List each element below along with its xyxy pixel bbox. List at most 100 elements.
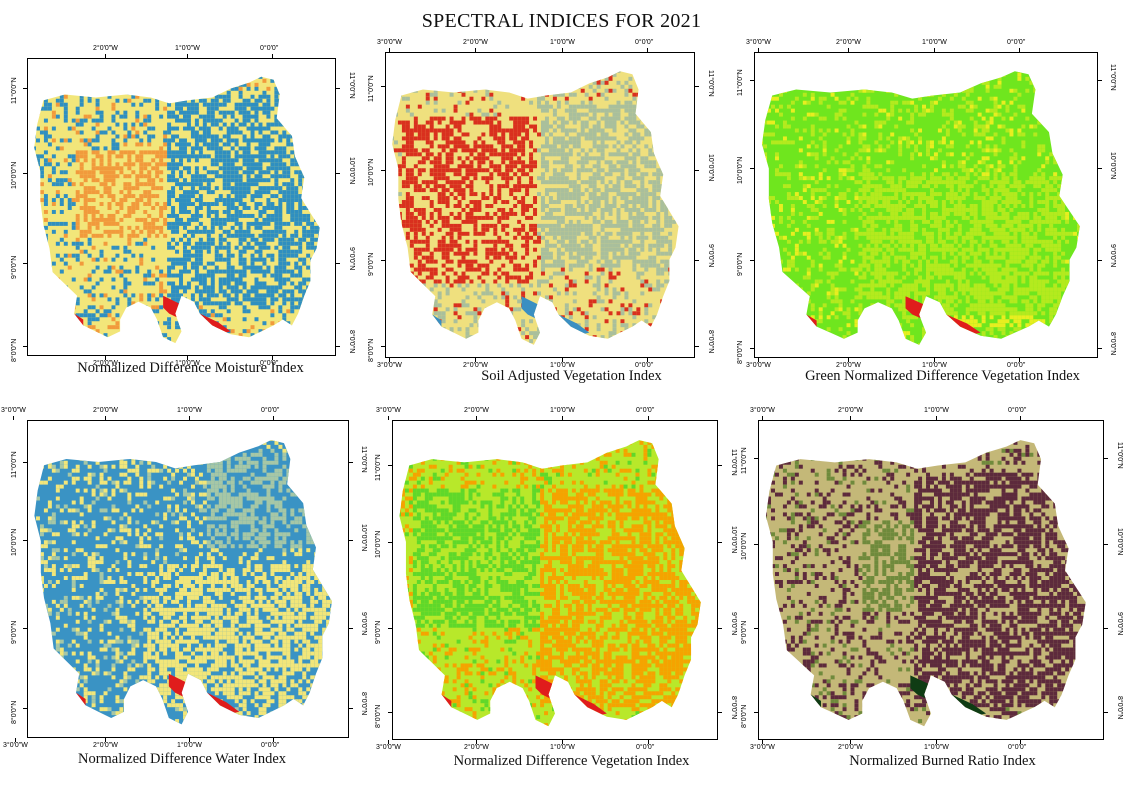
longitude-label-top: 2°0'0"W: [464, 407, 489, 414]
latitude-label-right: 9°0'0"N: [730, 612, 737, 636]
map-caption: Green Normalized Difference Vegetation I…: [805, 368, 1080, 384]
tick-mark: [476, 740, 477, 744]
tick-mark: [1020, 740, 1021, 744]
tick-mark: [23, 263, 27, 264]
longitude-label-top: 0°0'0": [260, 45, 279, 52]
latitude-label-left: 10°0'0"N: [375, 530, 382, 558]
latitude-label-left: 8°0'0"N: [11, 700, 18, 724]
tick-mark: [189, 738, 190, 742]
tick-mark: [848, 358, 849, 362]
tick-mark: [23, 628, 27, 629]
tick-mark: [105, 416, 106, 420]
tick-mark: [23, 540, 27, 541]
tick-mark: [1104, 712, 1108, 713]
longitude-label-top: 0°0'0": [636, 407, 655, 414]
longitude-label-bottom: 1°0'0"W: [550, 744, 575, 751]
tick-mark: [105, 54, 106, 58]
latitude-label-left: 9°0'0"N: [368, 252, 375, 276]
tick-mark: [695, 346, 699, 347]
tick-mark: [718, 712, 722, 713]
tick-mark: [105, 738, 106, 742]
latitude-label-left: 10°0'0"N: [368, 158, 375, 186]
tick-mark: [718, 465, 722, 466]
tick-mark: [349, 462, 353, 463]
tick-mark: [389, 48, 390, 52]
latitude-label-right: 8°0'0"N: [1109, 332, 1116, 356]
map-frame[interactable]: [27, 58, 336, 356]
tick-mark: [934, 48, 935, 52]
raster-map: [392, 71, 679, 345]
latitude-label-right: 10°0'0"N: [1109, 152, 1116, 180]
map-frame[interactable]: [758, 420, 1104, 740]
raster-cells: [392, 71, 679, 345]
longitude-label-bottom: 0°0'0": [261, 742, 280, 749]
longitude-label-bottom: 1°0'0"W: [924, 744, 949, 751]
latitude-label-left: 11°0'0"N: [741, 447, 748, 474]
tick-mark: [647, 358, 648, 362]
longitude-label-bottom: 1°0'0"W: [550, 362, 575, 369]
tick-mark: [1104, 628, 1108, 629]
tick-mark: [23, 88, 27, 89]
latitude-label-right: 8°0'0"N: [348, 330, 355, 354]
map-frame[interactable]: [754, 52, 1098, 358]
tick-mark: [562, 416, 563, 420]
latitude-label-right: 11°0'0"N: [1109, 64, 1116, 91]
longitude-label-bottom: 0°0'0": [260, 360, 279, 367]
tick-mark: [476, 416, 477, 420]
map-frame[interactable]: [27, 420, 349, 738]
latitude-label-right: 9°0'0"N: [360, 612, 367, 636]
longitude-label-top: 0°0'0": [635, 39, 654, 46]
tick-mark: [388, 712, 392, 713]
tick-mark: [1098, 260, 1102, 261]
raster-cells: [34, 76, 320, 344]
latitude-label-right: 9°0'0"N: [1116, 612, 1123, 636]
longitude-label-bottom: 2°0'0"W: [836, 362, 861, 369]
tick-mark: [718, 628, 722, 629]
tick-mark: [105, 356, 106, 360]
tick-mark: [1098, 348, 1102, 349]
tick-mark: [695, 260, 699, 261]
tick-mark: [562, 358, 563, 362]
longitude-label-top: 3°0'0"W: [376, 407, 401, 414]
longitude-label-bottom: 0°0'0": [1007, 362, 1026, 369]
longitude-label-top: 1°0'0"W: [550, 407, 575, 414]
tick-mark: [381, 86, 385, 87]
tick-mark: [349, 708, 353, 709]
latitude-label-left: 11°0'0"N: [11, 451, 18, 478]
tick-mark: [750, 168, 754, 169]
map-frame[interactable]: [385, 52, 695, 358]
longitude-label-top: 1°0'0"W: [550, 39, 575, 46]
raster-cells: [34, 439, 332, 725]
figure-title: SPECTRAL INDICES FOR 2021: [421, 10, 702, 32]
latitude-label-right: 9°0'0"N: [348, 247, 355, 271]
latitude-label-left: 8°0'0"N: [741, 704, 748, 728]
tick-mark: [389, 358, 390, 362]
tick-mark: [23, 462, 27, 463]
map-frame[interactable]: [392, 420, 718, 740]
tick-mark: [562, 740, 563, 744]
latitude-label-right: 11°0'0"N: [360, 446, 367, 473]
tick-mark: [475, 358, 476, 362]
map-caption: Normalized Difference Water Index: [77, 751, 287, 767]
tick-mark: [1019, 358, 1020, 362]
latitude-label-right: 8°0'0"N: [360, 692, 367, 716]
latitude-label-right: 10°0'0"N: [348, 157, 355, 185]
latitude-label-right: 9°0'0"N: [1109, 244, 1116, 268]
tick-mark: [388, 628, 392, 629]
longitude-label-top: 0°0'0": [261, 407, 280, 414]
tick-mark: [695, 170, 699, 171]
tick-mark: [381, 260, 385, 261]
tick-mark: [388, 542, 392, 543]
raster-cells: [765, 440, 1086, 727]
longitude-label-bottom: 1°0'0"W: [922, 362, 947, 369]
latitude-label-right: 11°0'0"N: [730, 449, 737, 476]
latitude-label-right: 8°0'0"N: [1116, 696, 1123, 720]
tick-mark: [934, 358, 935, 362]
longitude-label-top: 3°0'0"W: [377, 39, 402, 46]
latitude-label-left: 9°0'0"N: [741, 620, 748, 644]
tick-mark: [23, 346, 27, 347]
latitude-label-left: 11°0'0"N: [375, 454, 382, 481]
tick-mark: [336, 88, 340, 89]
tick-mark: [762, 416, 763, 420]
latitude-label-right: 9°0'0"N: [707, 244, 714, 268]
